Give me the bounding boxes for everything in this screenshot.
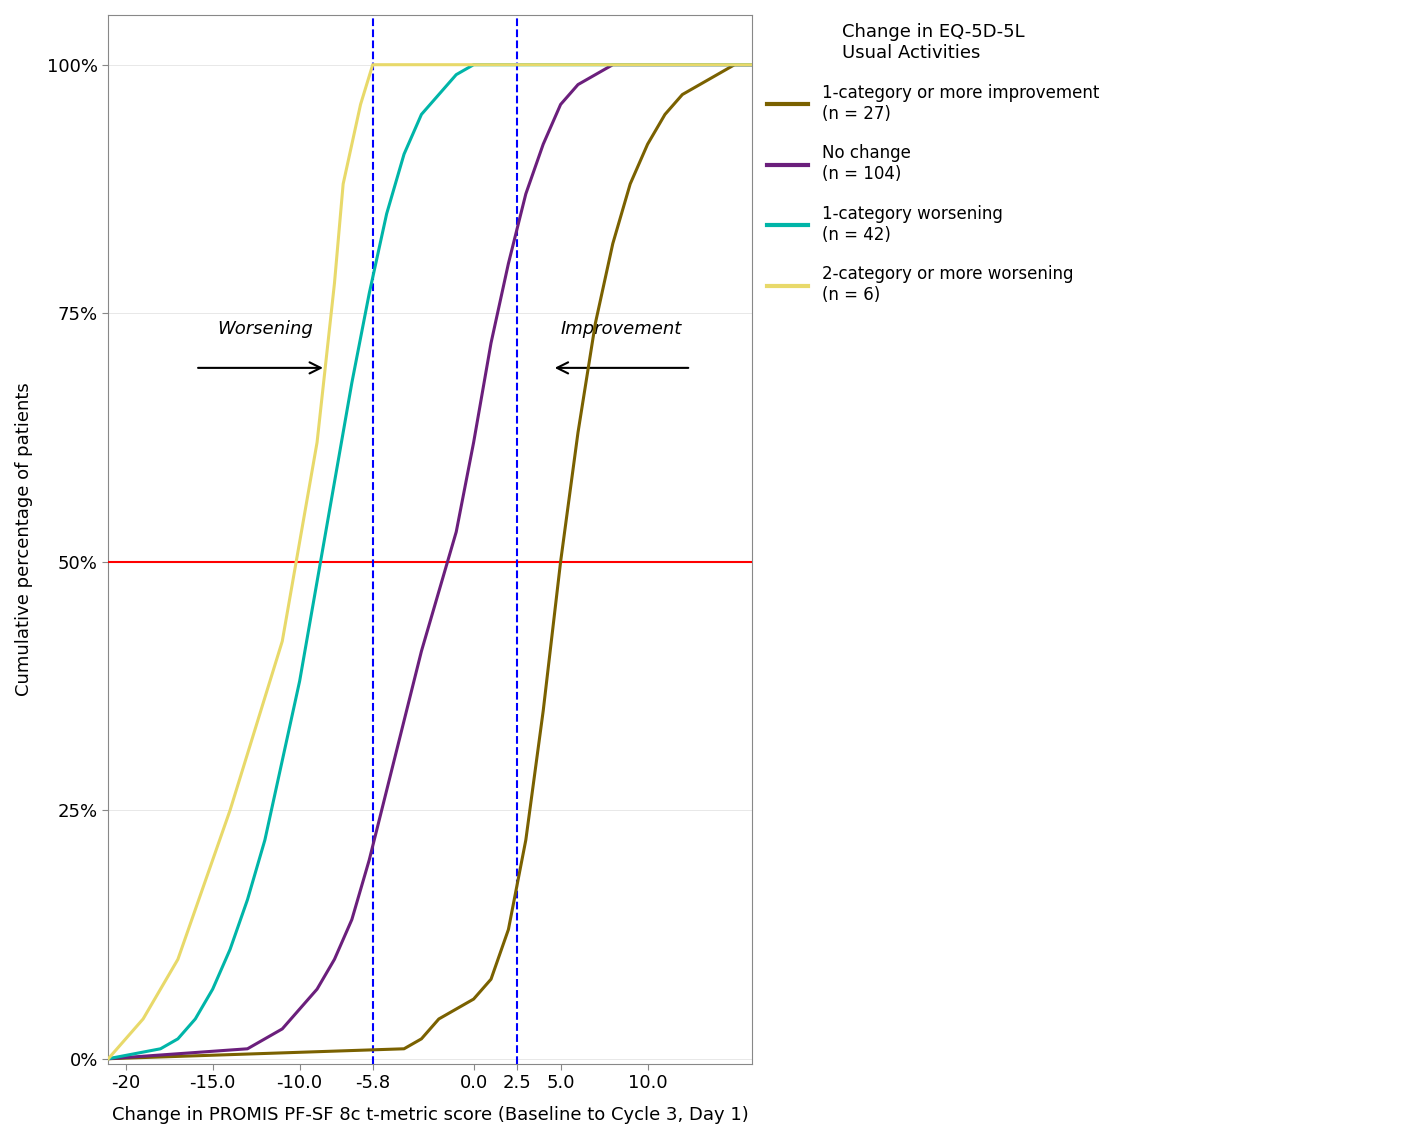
Legend: 1-category or more improvement
(n = 27), No change
(n = 104), 1-category worseni: 1-category or more improvement (n = 27),… xyxy=(766,23,1099,304)
Text: Worsening: Worsening xyxy=(217,320,313,338)
Y-axis label: Cumulative percentage of patients: Cumulative percentage of patients xyxy=(16,383,33,696)
Text: Improvement: Improvement xyxy=(561,320,683,338)
X-axis label: Change in PROMIS PF-SF 8c t-metric score (Baseline to Cycle 3, Day 1): Change in PROMIS PF-SF 8c t-metric score… xyxy=(112,1106,749,1124)
